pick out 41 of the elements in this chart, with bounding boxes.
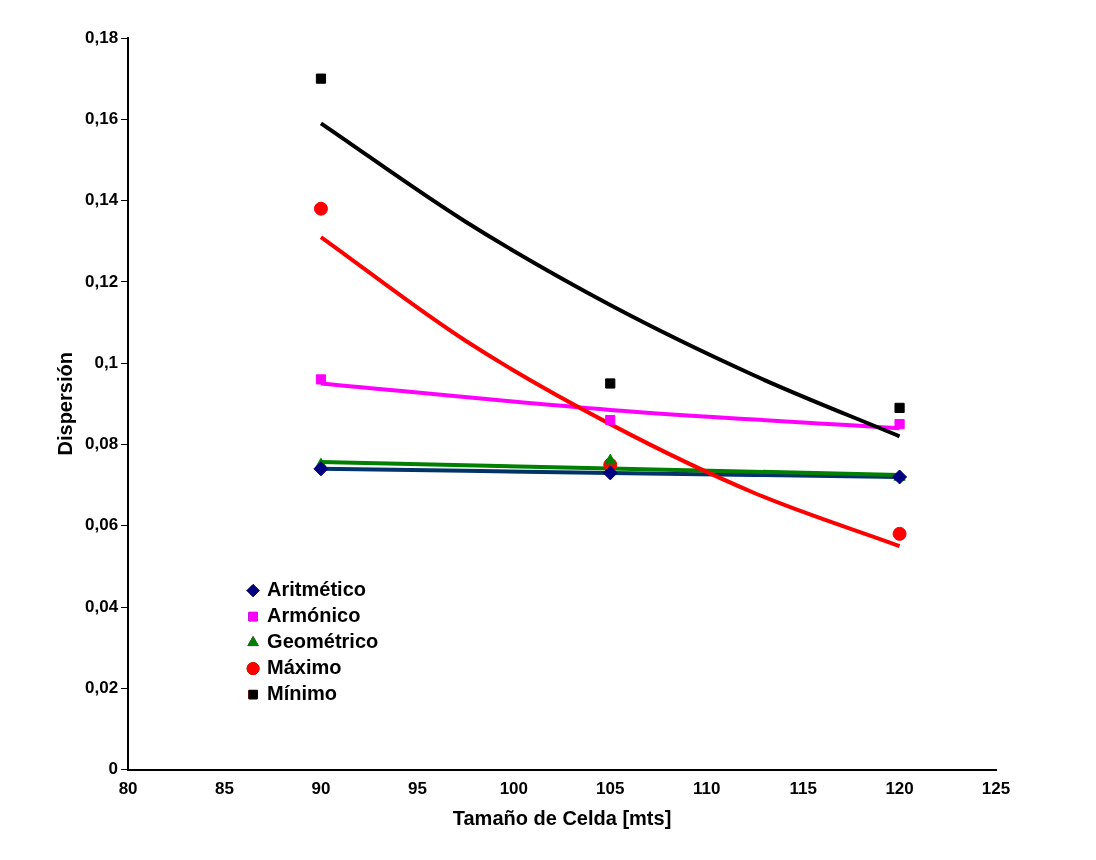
x-tick-label: 115 bbox=[789, 779, 817, 799]
x-tick-label: 125 bbox=[981, 779, 1011, 799]
legend-label: Armónico bbox=[267, 604, 361, 627]
point bbox=[313, 201, 328, 216]
legend-label: Mínimo bbox=[267, 682, 338, 705]
x-tick-label: 85 bbox=[215, 779, 234, 799]
x-tick-label: 80 bbox=[118, 779, 138, 799]
point bbox=[605, 414, 616, 426]
y-tick-label: 0 bbox=[108, 759, 119, 779]
point bbox=[604, 453, 617, 465]
x-tick-label: 100 bbox=[499, 779, 529, 799]
y-tick-label: 0,12 bbox=[84, 271, 119, 291]
y-tick-label: 0,08 bbox=[84, 434, 119, 454]
legend-label: Máximo bbox=[267, 656, 342, 679]
point bbox=[313, 461, 329, 477]
x-tick-label: 90 bbox=[311, 779, 331, 799]
x-tick-label: 110 bbox=[692, 779, 721, 799]
y-tick-label: 0,1 bbox=[94, 352, 119, 372]
point bbox=[892, 469, 908, 485]
point bbox=[894, 419, 905, 430]
legend-label: Aritmético bbox=[267, 578, 366, 601]
line-series bbox=[318, 235, 902, 549]
point bbox=[315, 73, 327, 84]
point bbox=[892, 526, 907, 541]
point bbox=[605, 378, 616, 389]
y-tick-label: 0,06 bbox=[84, 515, 119, 535]
y-tick-label: 0,14 bbox=[84, 190, 119, 210]
x-tick-label: 105 bbox=[596, 779, 625, 799]
point bbox=[894, 402, 905, 413]
y-tick-label: 0,04 bbox=[84, 596, 119, 616]
x-axis-title: Tamaño de Celda [mts] bbox=[452, 806, 672, 829]
x-tick-label: 95 bbox=[407, 779, 427, 799]
point bbox=[315, 374, 327, 385]
y-axis-title: Dispersión bbox=[53, 352, 76, 456]
point bbox=[602, 465, 618, 481]
line-series bbox=[318, 121, 902, 439]
y-tick-label: 0,02 bbox=[84, 678, 119, 697]
legend-label: Geométrico bbox=[267, 630, 379, 653]
x-tick-label: 120 bbox=[885, 779, 914, 799]
y-tick-label: 0,18 bbox=[84, 27, 119, 47]
y-tick-label: 0,16 bbox=[84, 108, 119, 128]
